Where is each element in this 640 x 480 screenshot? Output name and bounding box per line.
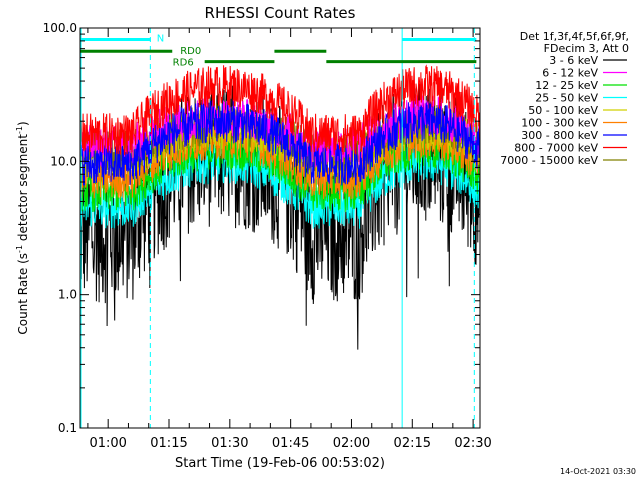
y-tick-label-1: 0.1	[58, 421, 77, 435]
legend-header-1: Det 1f,3f,4f,5f,6f,9f,	[520, 30, 629, 43]
y-tick-label-3: 10.0	[50, 154, 77, 168]
x-tick-label-7: 02:30	[454, 436, 491, 451]
chart-title: RHESSI Count Rates	[205, 4, 356, 22]
y-label-mid: detector segment	[16, 134, 30, 245]
legend-label-9: 7000 - 15000 keV	[500, 154, 598, 167]
legend-label-2: 6 - 12 keV	[542, 67, 598, 80]
legend-label-5: 50 - 100 keV	[528, 104, 598, 117]
x-tick-label-2: 01:15	[150, 436, 187, 451]
y-label-main: Count Rate (s	[16, 253, 30, 335]
flag-label-rd0: RD0	[180, 46, 201, 57]
x-tick-label-6: 02:15	[394, 436, 431, 451]
legend-label-6: 100 - 300 keV	[521, 117, 598, 130]
flag-label-n: N	[157, 33, 164, 44]
legend-header-2: FDecim 3, Att 0	[544, 42, 629, 55]
x-axis-label: Start Time (19-Feb-06 00:53:02)	[175, 456, 385, 471]
y-label-sup1: -1	[15, 245, 24, 253]
axes-layer: 0.1 1.0 10.0 100.0 01:00 01:15 01:30 01:45 02:00…	[43, 21, 492, 451]
x-tick-label-1: 01:00	[89, 436, 126, 451]
x-tick-label-5: 02:00	[333, 436, 370, 451]
legend-label-8: 800 - 7000 keV	[514, 142, 598, 155]
legend-label-3: 12 - 25 keV	[535, 79, 598, 92]
legend-label-1: 3 - 6 keV	[549, 54, 598, 67]
data-layer	[79, 64, 481, 350]
x-tick-label-4: 01:45	[272, 436, 309, 451]
legend: Det 1f,3f,4f,5f,6f,9f, FDecim 3, Att 0 3…	[500, 30, 629, 167]
y-axis-label: Count Rate (s-1 detector segment-1)	[15, 121, 30, 334]
y-label-end: )	[16, 121, 30, 126]
plot-frame	[79, 27, 481, 429]
legend-label-7: 300 - 800 keV	[521, 129, 598, 142]
flag-label-rd6: RD6	[173, 58, 194, 69]
series-line-8	[79, 64, 481, 156]
y-tick-label-4: 100.0	[43, 21, 77, 35]
y-label-sup2: -1	[15, 126, 24, 134]
y-tick-label-2: 1.0	[58, 288, 77, 302]
timestamp: 14-Oct-2021 03:30	[560, 467, 636, 476]
legend-label-4: 25 - 50 keV	[535, 92, 598, 105]
series-line-7	[79, 100, 481, 186]
x-tick-label-3: 01:30	[211, 436, 248, 451]
